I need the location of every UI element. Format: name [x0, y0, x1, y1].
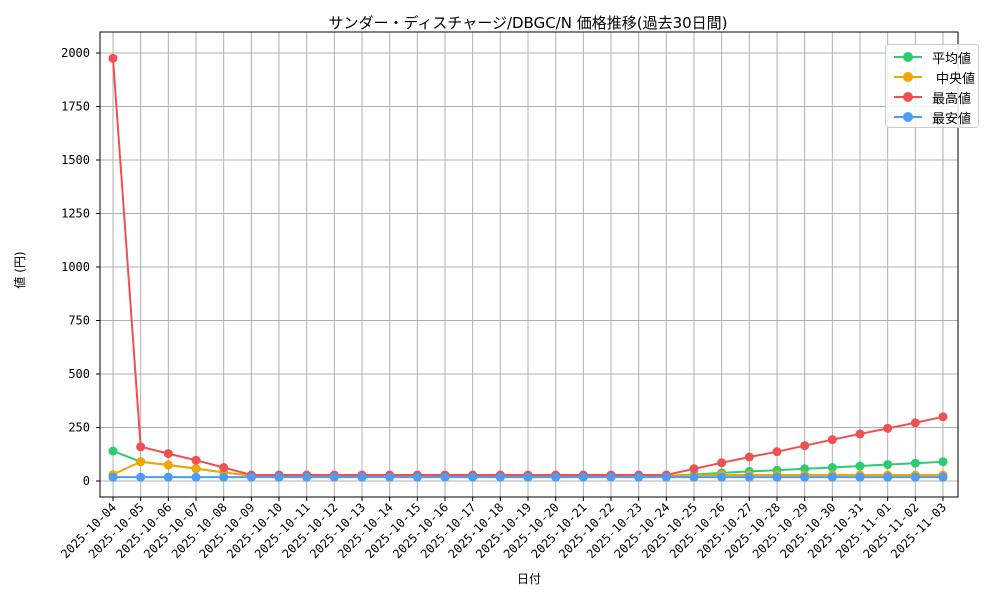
data-point	[910, 472, 920, 482]
data-point	[274, 472, 284, 482]
data-point	[578, 472, 588, 482]
data-point	[468, 472, 478, 482]
data-point	[191, 455, 201, 465]
data-point	[689, 464, 699, 474]
y-tick-label: 1000	[61, 260, 90, 274]
x-axis: 2025-10-042025-10-052025-10-062025-10-07…	[58, 497, 949, 561]
legend-item-average: 平均値	[892, 47, 978, 67]
series-layer	[108, 53, 948, 482]
legend-marker-icon	[903, 72, 913, 82]
data-point	[246, 472, 256, 482]
data-point	[219, 463, 229, 473]
data-point	[910, 418, 920, 428]
data-point	[689, 472, 699, 482]
data-point	[910, 458, 920, 468]
legend-item-median: 中央値	[892, 67, 978, 87]
data-point	[855, 472, 865, 482]
data-point	[744, 452, 754, 462]
y-tick-label: 0	[83, 474, 90, 488]
chart-title: サンダー・ディスチャージ/DBGC/N 価格推移(過去30日間)	[328, 14, 728, 32]
data-point	[136, 472, 146, 482]
data-point	[108, 446, 118, 456]
data-point	[329, 472, 339, 482]
data-point	[938, 457, 948, 467]
data-point	[495, 472, 505, 482]
data-point	[163, 460, 173, 470]
data-point	[883, 460, 893, 470]
legend: 平均値 中央値 最高値 最安値	[885, 44, 979, 128]
y-tick-label: 500	[68, 367, 90, 381]
y-tick-label: 2000	[61, 46, 90, 60]
y-axis: 0 250 500 750 1000 1250 1500 1750 2000	[61, 46, 100, 488]
y-tick-label: 250	[68, 421, 90, 435]
grid-lines	[100, 32, 958, 497]
data-point	[800, 472, 810, 482]
data-point	[108, 53, 118, 63]
data-point	[827, 435, 837, 445]
data-point	[938, 412, 948, 422]
plot-frame	[99, 31, 959, 498]
x-axis-label: 日付	[517, 572, 541, 586]
data-point	[163, 472, 173, 482]
data-point	[855, 429, 865, 439]
data-point	[827, 463, 837, 473]
y-tick-label: 1500	[61, 153, 90, 167]
data-point	[191, 472, 201, 482]
data-point	[163, 449, 173, 459]
data-point	[108, 472, 118, 482]
data-point	[717, 458, 727, 468]
series-最安値	[108, 472, 948, 482]
data-point	[661, 472, 671, 482]
data-point	[855, 461, 865, 471]
data-point	[800, 441, 810, 451]
data-point	[938, 472, 948, 482]
data-point	[551, 472, 561, 482]
legend-item-min: 最安値	[892, 107, 978, 127]
data-point	[357, 472, 367, 482]
data-point	[883, 423, 893, 433]
legend-marker-icon	[903, 52, 913, 62]
data-point	[136, 457, 146, 467]
data-point	[412, 472, 422, 482]
data-point	[772, 472, 782, 482]
data-point	[717, 472, 727, 482]
y-tick-label: 1250	[61, 207, 90, 221]
data-point	[302, 472, 312, 482]
legend-marker-icon	[903, 112, 913, 122]
data-point	[827, 472, 837, 482]
data-point	[606, 472, 616, 482]
legend-item-max: 最高値	[892, 87, 978, 107]
data-point	[385, 472, 395, 482]
y-axis-label: 値 (円)	[12, 251, 27, 288]
data-point	[634, 472, 644, 482]
y-tick-label: 1750	[61, 100, 90, 114]
legend-marker-icon	[903, 92, 913, 102]
data-point	[744, 472, 754, 482]
data-point	[883, 472, 893, 482]
data-point	[219, 472, 229, 482]
data-point	[772, 447, 782, 457]
data-point	[800, 464, 810, 474]
data-point	[440, 472, 450, 482]
y-tick-label: 750	[68, 314, 90, 328]
data-point	[191, 464, 201, 474]
data-point	[136, 442, 146, 452]
data-point	[523, 472, 533, 482]
